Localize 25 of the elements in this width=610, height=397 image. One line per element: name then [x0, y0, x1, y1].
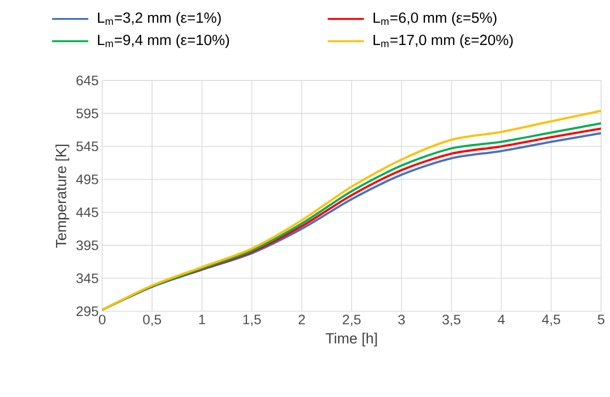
y-axis-title: Temperature [K]	[55, 144, 70, 248]
legend-label: L$_{m}$=9,4 mm (ε=10%)	[98, 34, 229, 48]
legend-label: L$_{m}$=3,2 mm (ε=1%)	[98, 12, 221, 26]
y-tick-label: 645	[76, 76, 98, 86]
y-tick-label: 595	[76, 108, 98, 118]
y-tick-label: 295	[76, 306, 98, 316]
x-tick-label: 3	[398, 314, 405, 325]
y-tick-label: 445	[76, 208, 98, 218]
x-tick-label: 4,5	[542, 314, 560, 326]
y-tick-label: 345	[76, 274, 98, 284]
x-tick-label: 1	[199, 314, 206, 324]
x-tick-label: 0,5	[143, 314, 162, 326]
x-axis-title: Time [h]	[326, 332, 377, 347]
legend-label: L$_{m}$=17,0 mm (ε=20%)	[374, 34, 513, 48]
x-tick-label: 5	[598, 314, 604, 324]
y-tick-label: 545	[76, 142, 98, 152]
y-tick-label: 495	[76, 174, 98, 184]
y-tick-label: 395	[76, 240, 98, 250]
x-tick-label: 2	[298, 314, 305, 324]
x-tick-label: 2,5	[342, 314, 361, 326]
x-tick-label: 3,5	[442, 314, 460, 326]
x-tick-label: 0	[98, 314, 106, 325]
legend-label: L$_{m}$=6,0 mm (ε=5%)	[374, 12, 496, 26]
x-tick-label: 1,5	[243, 314, 261, 326]
x-tick-label: 4	[498, 314, 505, 324]
